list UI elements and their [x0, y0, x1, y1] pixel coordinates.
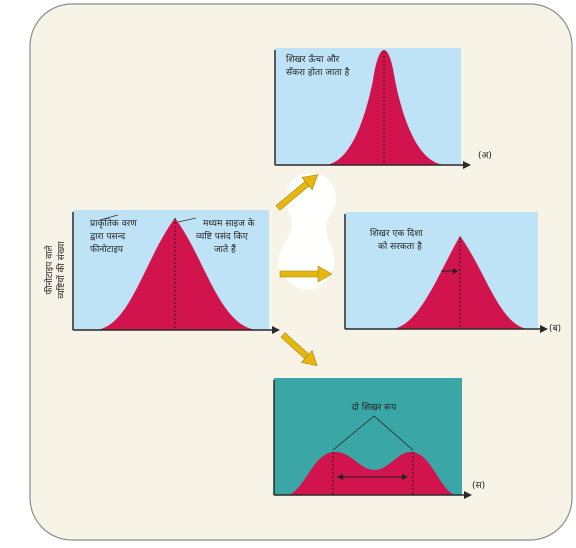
panel-c-split-arrowhead-left	[337, 474, 343, 480]
panel-b-x-arrowhead	[540, 325, 548, 333]
panel-a-note-line2: सँकरा होता जाता है	[286, 66, 350, 78]
panel-a-curve	[325, 50, 445, 165]
center-panel: प्राकृतिक वरण द्वारा पसन्द फीनोटाइप मध्य…	[72, 210, 280, 334]
panel-b-note-line2: को सरकता है	[378, 240, 422, 252]
y-axis-label-line2: व्यष्टियों की संख्या	[55, 241, 67, 299]
y-axis-label-line1: फीनोटाइप वाले	[43, 244, 55, 294]
center-right-note-line1: मध्यम साइज के	[203, 217, 256, 229]
center-x-arrowhead	[272, 326, 280, 334]
panel-b-shift-arrowhead	[453, 268, 458, 274]
center-right-note-line3: जाते हैं	[214, 243, 236, 255]
panel-c: दो शिखर रूप (स)	[273, 378, 485, 499]
arrow-to-b	[279, 265, 333, 283]
panel-c-x-arrowhead	[464, 491, 472, 499]
panel-b-tag: (ब)	[549, 324, 561, 334]
y-axis-label: फीनोटाइप वाले व्यष्टियों की संख्या	[43, 241, 67, 299]
panel-a: शिखर ऊँचा और सँकरा होता जाता है (अ)	[274, 48, 492, 169]
panel-a-tag: (अ)	[478, 151, 492, 161]
panel-c-tag: (स)	[472, 481, 485, 491]
arrow-to-c	[280, 332, 318, 367]
center-right-note-line2: व्यष्टि पसंद किए	[196, 230, 249, 242]
panel-c-leader-right	[373, 415, 414, 451]
panel-a-note-line1: शिखर ऊँचा और	[286, 53, 340, 65]
center-left-note-line1: प्राकृतिक वरण	[90, 217, 137, 229]
panel-c-note: दो शिखर रूप	[352, 401, 397, 413]
panel-b: शिखर एक दिशा को सरकता है (ब)	[344, 212, 561, 334]
center-curve	[95, 218, 258, 330]
panel-a-x-arrowhead	[463, 161, 471, 169]
arrow-to-a	[275, 174, 319, 211]
panel-c-split-arrowhead-right	[402, 474, 408, 480]
center-right-leader	[177, 217, 197, 223]
center-left-note-line3: फीनोटाइप	[90, 243, 124, 255]
center-left-note-line2: द्वारा पसन्द	[90, 232, 125, 242]
panel-b-note-line1: शिखर एक दिशा	[370, 227, 423, 239]
center-left-leader	[99, 214, 119, 221]
white-swirl	[277, 173, 336, 290]
panel-c-leader-left	[332, 415, 375, 451]
